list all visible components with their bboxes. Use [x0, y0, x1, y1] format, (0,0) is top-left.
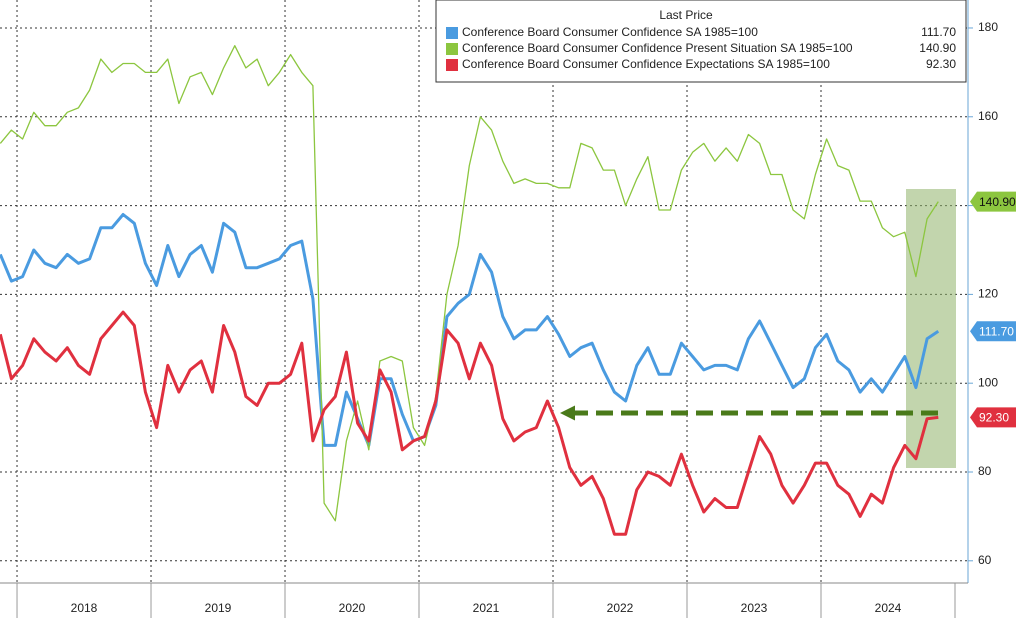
legend-box: [435, 0, 967, 83]
value-tag: [970, 191, 1016, 212]
x-tick-label: 2019: [205, 601, 232, 615]
legend-value: 140.90: [919, 41, 956, 55]
series-line: [0, 310, 939, 536]
legend: Last Price Conference Board Consumer Conf…: [435, 0, 967, 83]
series-line: [0, 45, 939, 522]
legend-label: Conference Board Consumer Confidence Pre…: [462, 41, 853, 55]
y-tick-label: 180: [978, 20, 998, 34]
legend-swatch: [446, 27, 458, 39]
legend-swatch: [446, 59, 458, 71]
x-tick-label: 2021: [473, 601, 500, 615]
legend-value: 92.30: [926, 57, 956, 71]
value-tag-label: 140.90: [979, 195, 1016, 209]
line-layer: [0, 45, 940, 536]
x-tick-label: 2024: [875, 601, 902, 615]
y-tick-label: 160: [978, 109, 998, 123]
legend-title: Last Price: [659, 8, 713, 22]
y-tick-label: 60: [978, 553, 992, 567]
legend-label: Conference Board Consumer Confidence Exp…: [462, 57, 830, 71]
legend-value: 111.70: [921, 25, 956, 39]
y-tick-label: 80: [978, 464, 992, 478]
legend-swatch: [446, 43, 458, 55]
x-tick-label: 2018: [71, 601, 98, 615]
value-tag: [970, 407, 1016, 428]
value-tag-label: 111.70: [979, 324, 1014, 338]
highlight-box: [906, 189, 956, 468]
y-tick-label: 120: [978, 287, 998, 301]
x-tick-label: 2022: [607, 601, 634, 615]
legend-label: Conference Board Consumer Confidence SA …: [462, 25, 758, 39]
value-tag-label: 92.30: [979, 411, 1009, 425]
x-axis-band: [0, 583, 968, 618]
x-tick-label: 2020: [339, 601, 366, 615]
series-line: [0, 213, 940, 447]
x-tick-label: 2023: [741, 601, 768, 615]
y-tick-label: 100: [978, 375, 998, 389]
value-tag: [970, 321, 1016, 342]
